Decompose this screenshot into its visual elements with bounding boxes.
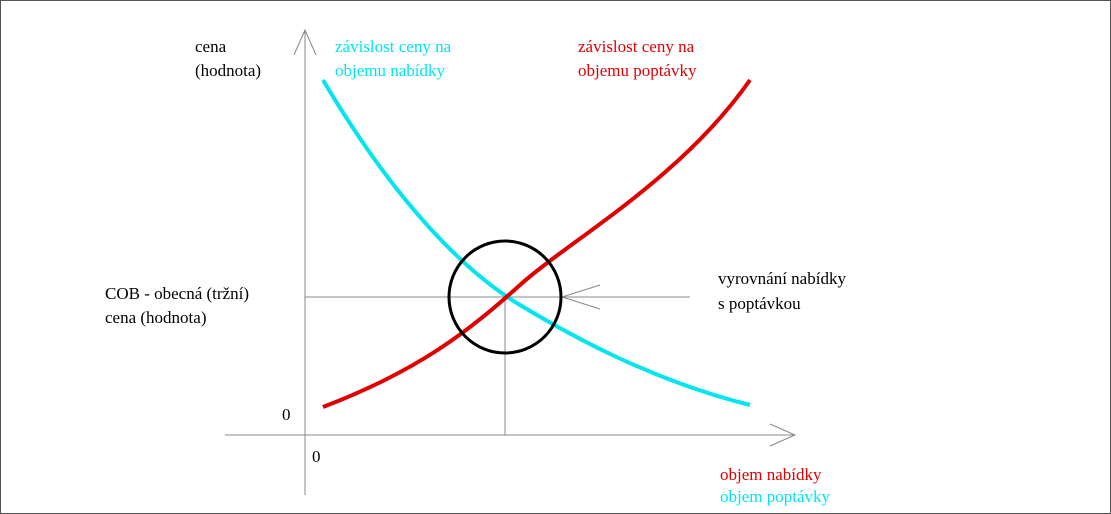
y-axis-label: cena (195, 37, 227, 56)
demand-label: objemu poptávky (578, 61, 697, 80)
x-axis-label: objem poptávky (720, 487, 831, 506)
x-axis-label: objem nabídky (720, 465, 822, 484)
y-origin: 0 (282, 405, 291, 424)
equilibrium-label: s poptávkou (718, 294, 801, 313)
supply-curve (321, 78, 751, 407)
supply-label: objemu nabídky (335, 61, 446, 80)
y-axis-label: (hodnota) (195, 61, 261, 80)
equilibrium-label: vyrovnání nabídky (718, 269, 846, 288)
y-axis-arrow (293, 28, 317, 56)
x-origin: 0 (312, 447, 321, 466)
x-axis-arrow (769, 423, 797, 447)
price-label: COB - obecná (tržní) (105, 284, 249, 303)
demand-label: závislost ceny na (578, 37, 695, 56)
demand-curve (322, 78, 752, 409)
price-label: cena (hodnota) (105, 308, 206, 327)
equilibrium-circle (447, 239, 563, 355)
supply-label: závislost ceny na (335, 37, 452, 56)
